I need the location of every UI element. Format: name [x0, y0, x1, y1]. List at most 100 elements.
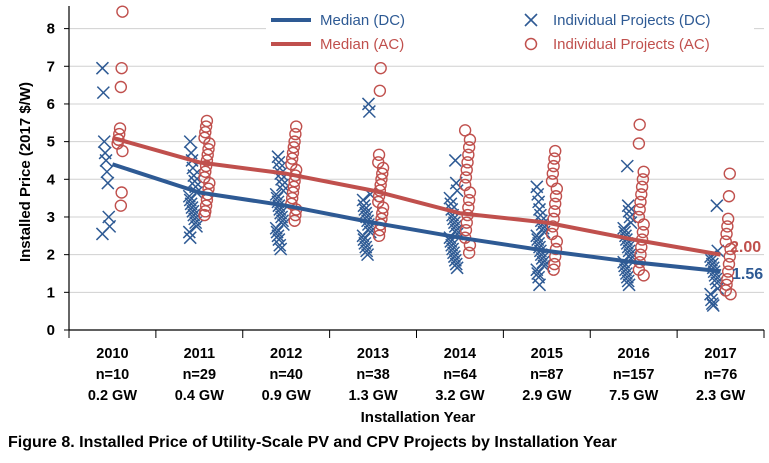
legend-label-median-dc: Median (DC)	[320, 12, 405, 29]
ac-project-marker	[633, 203, 646, 216]
y-tick-4: 4	[47, 171, 56, 188]
ac-project-marker	[372, 229, 386, 243]
y-tick-6: 6	[47, 96, 55, 113]
dc-project-marker	[357, 199, 371, 213]
dc-project-marker	[445, 238, 459, 252]
x-tick-gw-2012: 0.9 GW	[262, 388, 311, 404]
ac-project-marker	[289, 208, 302, 222]
ac-project-marker	[199, 126, 212, 139]
x-tick-year-2010: 2010	[96, 346, 128, 362]
dc-project-marker	[360, 244, 374, 258]
dc-project-marker	[97, 135, 111, 149]
ac-project-marker	[462, 246, 476, 259]
ac-project-marker	[285, 191, 299, 205]
dc-project-marker	[356, 229, 370, 243]
ac-project-marker	[546, 167, 560, 180]
ac-project-marker	[460, 216, 473, 229]
dc-project-marker	[443, 191, 457, 205]
y-tick-5: 5	[47, 134, 55, 151]
ac-project-marker	[549, 242, 563, 256]
gridlines	[69, 28, 764, 293]
dc-project-marker	[182, 225, 196, 239]
x-tick-n-2017: n=76	[704, 367, 737, 383]
end-label-dc: 1.56	[732, 266, 763, 283]
dc-project-marker	[621, 199, 635, 213]
dc-project-marker	[270, 225, 284, 239]
x-tick-n-2013: n=38	[356, 367, 389, 383]
x-tick-gw-2017: 2.3 GW	[696, 388, 745, 404]
dc-project-marker	[95, 227, 109, 241]
y-tick-1: 1	[47, 284, 55, 301]
ac-project-marker	[463, 186, 477, 199]
dc-project-marker	[618, 263, 633, 277]
legend-label-projects-ac: Individual Projects (AC)	[553, 36, 710, 53]
dc-project-marker	[446, 242, 460, 256]
ac-project-marker	[548, 257, 561, 271]
dc-project-marker	[532, 278, 547, 292]
y-tick-labels: 0 1 2 3 4 5 6 7 8	[47, 21, 56, 339]
end-label-ac: 2.00	[730, 239, 761, 256]
dc-project-marker	[186, 204, 200, 218]
y-tick-8: 8	[47, 21, 55, 38]
dc-project-marker	[621, 274, 635, 288]
dc-project-marker	[276, 217, 290, 232]
ac-project-marker	[549, 144, 562, 158]
x-tick-n-2015: n=87	[530, 367, 563, 383]
dc-project-marker	[275, 210, 289, 224]
ac-project-marker	[459, 223, 473, 237]
x-tick-n-2011: n=29	[183, 367, 216, 383]
x-tick-gw-2014: 3.2 GW	[435, 388, 484, 404]
ac-project-marker	[721, 212, 735, 226]
x-tick-gw-2013: 1.3 GW	[348, 388, 397, 404]
dc-project-marker	[706, 298, 720, 313]
ac-project-marker	[198, 208, 211, 222]
legend-marker-projects-ac	[524, 37, 538, 51]
dc-project-marker	[447, 250, 461, 264]
dc-project-marker	[99, 153, 113, 167]
median-ac-line	[111, 135, 721, 257]
ac-project-marker	[637, 218, 650, 231]
ac-project-marker	[289, 120, 303, 133]
dc-project-marker	[183, 135, 197, 149]
ac-project-marker	[462, 193, 476, 207]
ac-project-marker	[723, 250, 736, 263]
dc-project-marker	[617, 221, 631, 235]
x-tick-n-2016: n=157	[613, 367, 655, 383]
ac-project-marker	[550, 182, 564, 195]
dc-project-marker	[96, 86, 110, 100]
dc-project-marker	[620, 270, 634, 284]
dc-project-marker	[361, 248, 375, 262]
ac-project-marker	[721, 265, 735, 278]
ac-project-marker	[199, 165, 212, 178]
figure-caption: Figure 8. Installed Price of Utility-Sca…	[8, 434, 617, 451]
ac-project-marker	[723, 167, 736, 180]
ac-project-marker	[547, 263, 560, 276]
y-axis-title: Installed Price (2017 $/W)	[17, 82, 34, 262]
dc-project-marker	[183, 193, 197, 207]
x-tick-year-2016: 2016	[618, 346, 650, 362]
ac-project-marker	[635, 188, 648, 201]
dc-project-marker	[357, 233, 371, 247]
ac-project-marker	[636, 225, 650, 239]
dc-project-marker	[101, 176, 115, 190]
dc-project-marker	[358, 236, 372, 250]
dc-project-marker	[448, 219, 462, 233]
ac-project-marker	[547, 159, 560, 173]
ac-project-marker	[289, 127, 302, 141]
dc-project-marker	[183, 231, 197, 245]
end-labels: 2.00 1.56	[730, 239, 763, 283]
dc-project-marker	[449, 257, 463, 271]
dc-project-marker	[536, 255, 550, 269]
dc-project-marker	[447, 216, 461, 230]
dc-project-marker	[358, 202, 372, 216]
dc-project-marker	[624, 216, 638, 230]
x-tick-year-2013: 2013	[357, 346, 389, 362]
dc-project-marker	[704, 253, 718, 267]
x-tick-gw-2011: 0.4 GW	[175, 388, 224, 404]
legend-label-median-ac: Median (AC)	[320, 36, 404, 53]
dc-project-marker	[100, 165, 114, 179]
x-tick-n-2010: n=10	[96, 367, 129, 383]
ac-project-marker	[116, 144, 129, 158]
ac-project-marker	[199, 199, 213, 212]
dc-project-marker	[621, 240, 635, 254]
